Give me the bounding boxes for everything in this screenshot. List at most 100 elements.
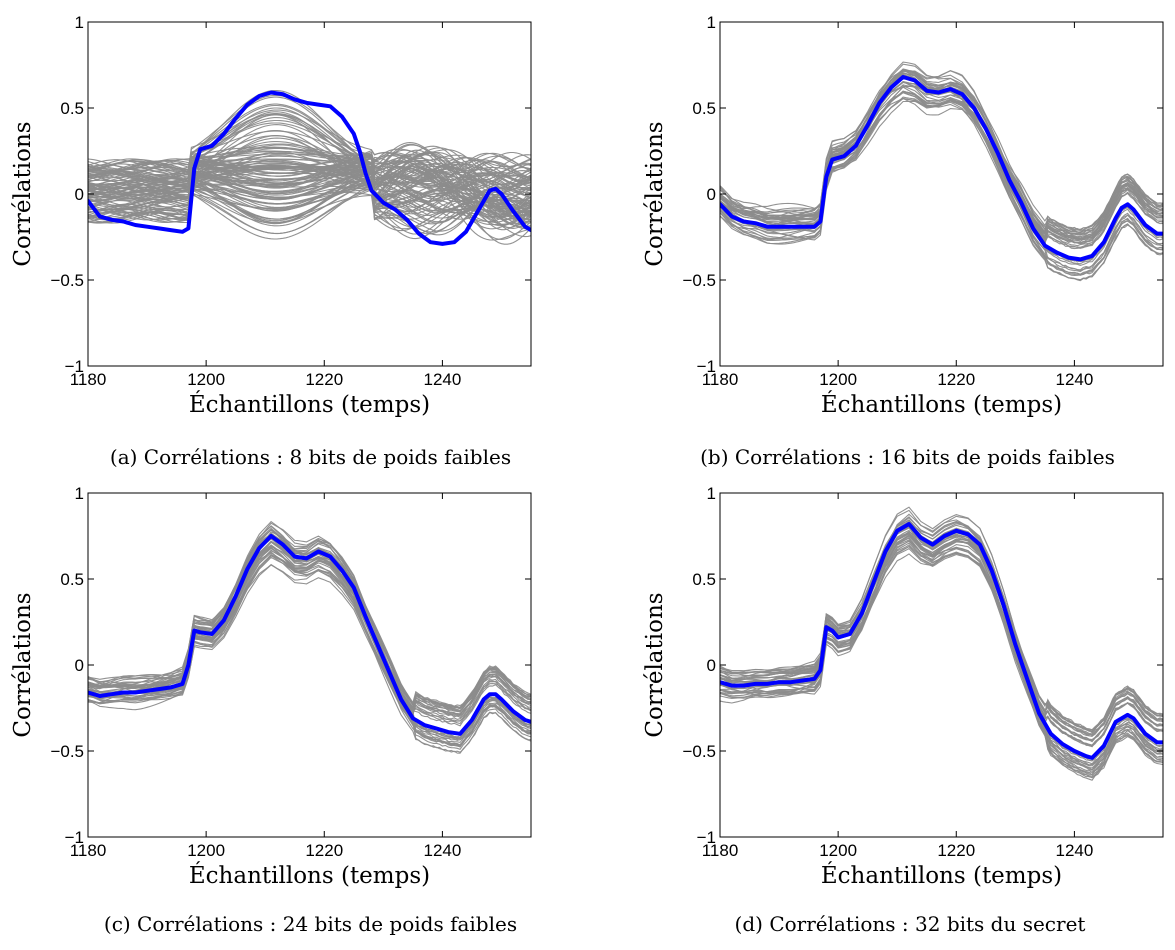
chart-b-xtick-label: 1200 <box>819 370 857 389</box>
chart-a-background-trace <box>88 154 531 194</box>
chart-c-ytick-label: 1 <box>75 484 84 503</box>
caption-c: (c) Corrélations : 24 bits de poids faib… <box>103 912 518 936</box>
chart-d-ytick-label: −0.5 <box>682 742 716 761</box>
chart-b-background-trace <box>720 69 1163 249</box>
chart-d-background-trace <box>720 529 1163 781</box>
chart-a-background-trace <box>88 161 531 231</box>
chart-c-xtick-label: 1240 <box>423 841 461 860</box>
chart-b-series-group <box>720 61 1163 282</box>
chart-b-ytick-label: −1 <box>697 357 716 376</box>
chart-a-background-trace <box>88 152 531 212</box>
chart-d-background-trace <box>720 533 1163 747</box>
chart-b-axes-box <box>719 21 1164 367</box>
chart-c-highlight-series <box>88 534 531 736</box>
chart-d-background-trace <box>720 532 1163 774</box>
chart-d-background-trace <box>720 506 1163 731</box>
chart-a-background-trace <box>88 173 531 241</box>
chart-c-ytick-label: 0 <box>75 656 84 675</box>
chart-a-background-trace <box>88 172 531 229</box>
chart-c-background-trace <box>88 520 531 711</box>
chart-b-background-trace <box>720 91 1163 271</box>
chart-d-background-trace <box>720 534 1163 742</box>
chart-c-ylabel: Corrélations <box>10 592 36 737</box>
chart-a-background-trace <box>88 111 531 218</box>
chart-d-background-trace <box>720 545 1163 779</box>
chart-a-ytick-label: −0.5 <box>50 271 84 290</box>
chart-c-background-trace <box>88 551 531 736</box>
chart-c-xtick-label: 1220 <box>305 841 343 860</box>
chart-d-ytick-label: 0 <box>707 656 716 675</box>
chart-b-background-trace <box>720 69 1163 234</box>
chart-b-ytick-label: −0.5 <box>682 271 716 290</box>
chart-a-background-trace <box>88 183 531 240</box>
chart-c-series-group <box>88 520 531 754</box>
chart-d-xtick-label: 1200 <box>819 841 857 860</box>
chart-d-ytick-label: 0.5 <box>692 570 716 589</box>
chart-a-xtick-label: 1180 <box>70 370 107 389</box>
chart-c-ytick-label: −0.5 <box>50 742 84 761</box>
chart-b-ylabel: Corrélations <box>642 121 668 266</box>
chart-a-ytick-label: 1 <box>75 13 84 32</box>
chart-d-background-trace <box>720 526 1163 760</box>
chart-d-background-trace <box>720 532 1163 734</box>
chart-c-background-trace <box>88 532 531 712</box>
chart-c-xlabel: Échantillons (temps) <box>189 862 430 889</box>
chart-a-background-trace <box>88 165 531 200</box>
chart-c-ytick-label: −1 <box>65 828 84 847</box>
chart-d-ytick-label: 1 <box>707 484 716 503</box>
chart-d-background-trace <box>720 547 1163 767</box>
chart-d-background-trace <box>720 546 1163 773</box>
chart-a-background-trace <box>88 119 531 191</box>
chart-a-background-trace <box>88 137 531 212</box>
chart-c-xtick-label: 1200 <box>187 841 225 860</box>
chart-b-highlight-series <box>720 75 1163 262</box>
chart-c-background-trace <box>88 549 531 753</box>
chart-d-xtick-label: 1220 <box>937 841 975 860</box>
chart-c-background-trace <box>88 545 531 719</box>
chart-c: 1180 1200 1220 1240 −1 −0.5 0 0.5 1 Échantillons … <box>10 484 532 889</box>
chart-b-background-trace <box>720 92 1163 275</box>
chart-d-ytick-label: −1 <box>697 828 716 847</box>
chart-a-background-trace <box>88 186 531 220</box>
chart-a: 1180 1200 1220 1240 −1 −0.5 0 0.5 1 Échantillons … <box>10 13 532 418</box>
chart-c-background-trace <box>88 534 531 709</box>
chart-a-background-trace <box>88 179 531 230</box>
chart-c-background-trace <box>88 529 531 718</box>
chart-a-xlabel: Échantillons (temps) <box>189 391 430 418</box>
chart-a-background-trace <box>88 164 531 211</box>
chart-a-background-trace <box>88 129 531 245</box>
caption-d: (d) Corrélations : 32 bits du secret <box>734 912 1086 936</box>
chart-a-background-trace <box>88 183 531 215</box>
chart-c-background-trace <box>88 554 531 750</box>
chart-a-xtick-label: 1220 <box>305 370 343 389</box>
chart-b-ytick-label: 0.5 <box>692 99 716 118</box>
chart-b-ytick-label: 0 <box>707 185 716 204</box>
chart-b-background-trace <box>720 81 1163 275</box>
chart-b-background-trace <box>720 70 1163 231</box>
chart-b-xtick-label: 1240 <box>1055 370 1093 389</box>
chart-b-background-trace <box>720 97 1163 273</box>
chart-a-ytick-label: 0.5 <box>60 99 84 118</box>
chart-b-background-trace <box>720 91 1163 266</box>
chart-d-background-trace <box>720 526 1163 771</box>
chart-b-background-trace <box>720 97 1163 281</box>
chart-a-xtick-label: 1240 <box>423 370 461 389</box>
chart-d-background-trace <box>720 540 1163 775</box>
chart-b: 1180 1200 1220 1240 −1 −0.5 0 0.5 1 Échantillons … <box>642 13 1164 418</box>
chart-a-background-trace <box>88 181 531 224</box>
chart-c-background-trace <box>88 532 531 707</box>
chart-d-background-trace <box>720 539 1163 748</box>
chart-a-highlight-series <box>88 90 531 246</box>
chart-c-background-trace <box>88 547 531 741</box>
chart-c-ytick-label: 0.5 <box>60 570 84 589</box>
chart-d-background-trace <box>720 517 1163 741</box>
chart-b-xlabel: Échantillons (temps) <box>821 391 1062 418</box>
chart-a-ylabel: Corrélations <box>10 121 36 266</box>
chart-a-series-group <box>88 89 531 246</box>
chart-a-ytick-label: −1 <box>65 357 84 376</box>
chart-b-background-trace <box>720 85 1163 243</box>
chart-d-series-group <box>720 506 1163 781</box>
chart-d-background-trace <box>720 516 1163 747</box>
chart-a-xtick-label: 1200 <box>187 370 225 389</box>
